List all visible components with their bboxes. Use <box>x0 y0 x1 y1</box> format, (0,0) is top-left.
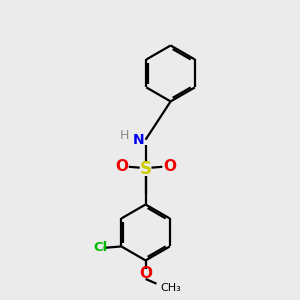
Text: O: O <box>115 159 128 174</box>
Text: O: O <box>139 266 152 281</box>
Text: S: S <box>140 160 152 178</box>
Text: CH₃: CH₃ <box>160 283 181 292</box>
Text: N: N <box>133 133 144 147</box>
Text: O: O <box>163 159 176 174</box>
Text: Cl: Cl <box>94 242 108 254</box>
Text: H: H <box>120 129 129 142</box>
